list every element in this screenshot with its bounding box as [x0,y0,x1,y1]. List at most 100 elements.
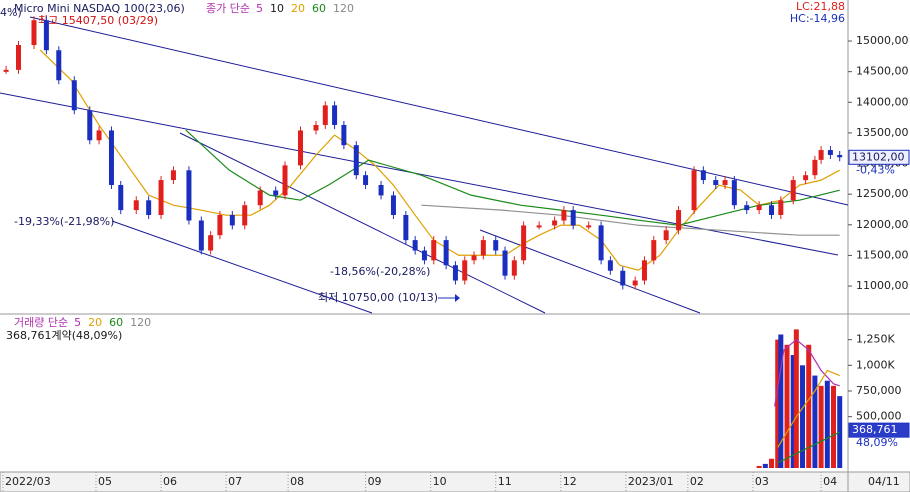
y-tick-label: 12500,00 [856,187,909,200]
candle [511,260,517,276]
volume-bar [775,339,781,468]
last-change: 48,09% [856,436,898,449]
candle [521,225,527,261]
candle [242,205,248,226]
x-last-label: 04/11 [868,475,900,488]
x-tick-label: 2023/01 [628,475,674,488]
candle [297,130,303,166]
candle [744,205,750,211]
candle [663,230,669,241]
candle [443,240,449,266]
volume-bar [793,329,799,468]
volume-bar [812,375,818,468]
candle [322,105,328,125]
candle [390,195,396,215]
volume-bar [831,385,837,468]
trend-line [179,132,546,314]
x-tick-label: 04 [823,475,837,488]
y-tick-label: 15000,00 [856,34,909,47]
candle [146,200,152,215]
y-tick-label: 500,000 [856,410,902,423]
candle [133,200,139,211]
candle [598,225,604,261]
x-tick-label: 05 [98,475,112,488]
candle [273,190,279,196]
annotation: 4%) [0,6,22,19]
legend-item: 120 [333,2,354,15]
x-tick-label: 12 [563,475,577,488]
moving-average [777,369,840,448]
annotation: 최고 15407,50 (03/29) [38,14,158,27]
y-tick-label: 12000,00 [856,218,909,231]
candle [651,240,657,261]
candle [56,50,62,81]
subtitle: 368,761계약(48,09%) [6,328,122,342]
candle [170,170,176,181]
candle [208,235,214,251]
moving-average [185,129,840,226]
legend-label: 종가 단순 [206,2,250,15]
candle [412,240,418,251]
candle [803,175,809,181]
candle [713,180,719,185]
candle [756,205,762,211]
hc-label: HC:-14,96 [790,12,845,25]
candle [87,110,93,141]
candle [502,250,508,276]
x-tick-label: 2022/03 [5,475,51,488]
candle [257,190,263,206]
candle [452,265,458,281]
moving-average [777,431,840,464]
candle [769,205,775,215]
last-value-label: 368,761 [852,423,898,436]
x-tick-label: 03 [755,475,769,488]
annotation: -18,56%(-20,28%) [330,265,430,278]
candle [561,210,567,221]
candle [493,240,499,251]
y-tick-label: 750,000 [856,384,902,397]
volume-bar [762,463,768,468]
y-tick-label: 13500,00 [856,126,909,139]
candle [118,184,124,211]
candle [607,260,613,271]
candle [632,280,638,286]
candle [431,240,437,261]
volume-bar [800,365,806,468]
candle [96,130,102,141]
volume-bar [778,334,784,468]
candle [620,270,626,286]
candle [43,20,49,51]
x-tick-label: 10 [433,475,447,488]
candle [313,124,319,131]
x-tick-label: 08 [290,475,304,488]
candle [15,45,21,70]
legend-item: 5 [256,2,263,15]
candle [837,154,843,158]
x-tick-label: 11 [498,475,512,488]
annotation: -19,33%(-21,98%) [14,215,114,228]
legend-label: 거래량 단순 [14,316,68,329]
legend-item: 60 [109,316,123,329]
volume-bar [806,344,812,468]
candle [586,225,592,228]
candle [790,180,796,201]
candle [31,20,37,46]
y-tick-label: 14000,00 [856,95,909,108]
candle [691,170,697,211]
trend-line [29,16,849,206]
candle [827,150,833,155]
legend-item: 5 [74,316,81,329]
candle [818,150,824,160]
candle [731,180,737,206]
legend-item: 20 [88,316,102,329]
lc-label: LC:21,88 [796,0,845,13]
volume-bar [769,458,775,468]
candle [198,220,204,251]
candle [722,180,728,185]
annotation: 최저 10750,00 (10/13) [318,291,438,304]
y-tick-label: 14500,00 [856,65,909,78]
candle [341,124,347,146]
candle [778,200,784,215]
